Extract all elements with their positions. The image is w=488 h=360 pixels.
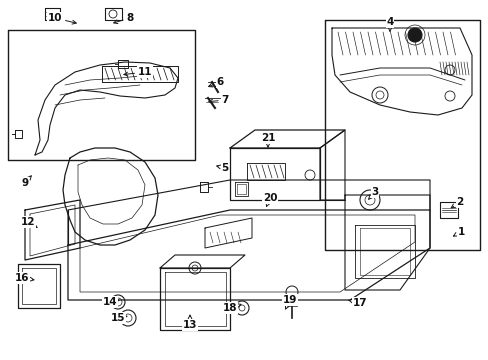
Text: 11: 11	[123, 67, 152, 77]
Text: 4: 4	[386, 17, 393, 31]
Text: 2: 2	[450, 197, 463, 208]
Text: 15: 15	[110, 313, 127, 323]
Text: 7: 7	[208, 95, 228, 105]
Text: 1: 1	[452, 227, 464, 237]
Text: 14: 14	[102, 297, 119, 307]
Text: 16: 16	[15, 273, 34, 283]
Text: 12: 12	[20, 217, 37, 228]
Text: 3: 3	[368, 187, 378, 199]
Text: 18: 18	[223, 303, 241, 313]
Text: 20: 20	[262, 193, 277, 207]
Text: 6: 6	[208, 77, 223, 87]
Text: 9: 9	[21, 176, 31, 188]
Text: 19: 19	[282, 295, 297, 309]
Text: 13: 13	[183, 315, 197, 330]
Text: 8: 8	[114, 13, 133, 24]
Text: 21: 21	[260, 133, 275, 147]
Text: 17: 17	[348, 298, 366, 308]
Text: 10: 10	[48, 13, 76, 24]
Circle shape	[407, 28, 421, 42]
Text: 5: 5	[216, 163, 228, 173]
